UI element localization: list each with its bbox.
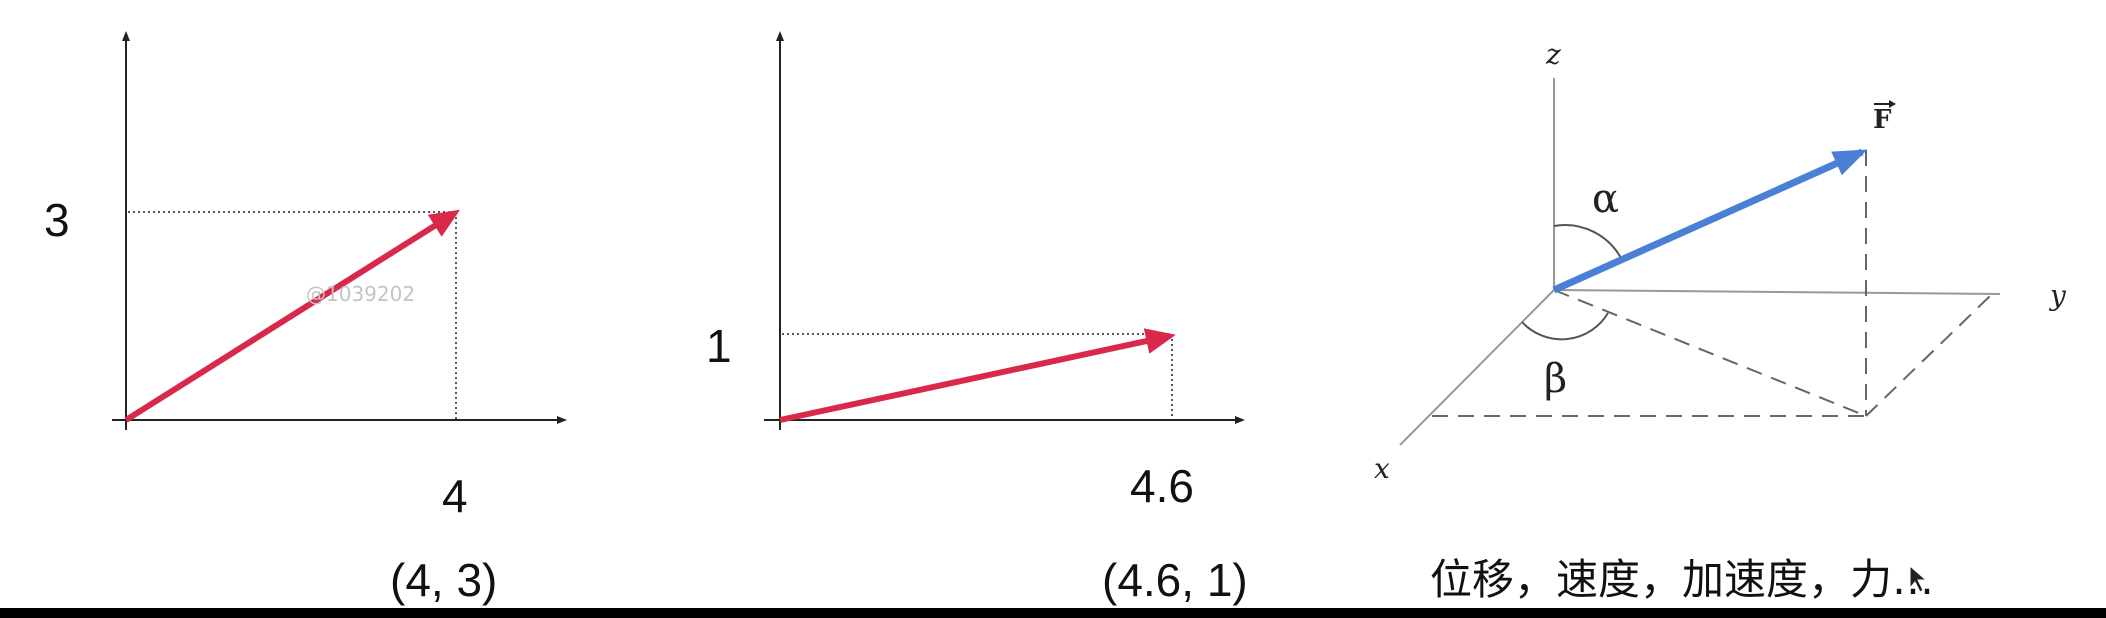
mouse-cursor-icon [1909,564,1928,593]
svg-text:F: F [1873,105,1892,135]
panel3-beta-arc [1521,312,1609,341]
panel3-alpha-arc [1553,224,1623,261]
panel2-x-value: 4.6 [1130,460,1194,512]
panel1-watermark: @1039202 [306,282,415,306]
panel3-z-label: z [1545,38,1561,71]
panel-1-2d-vector: @1039202 3 4 (4, 3) [44,31,567,606]
panel3-beta-label: β [1544,356,1567,402]
bottom-bar [0,608,2106,618]
panel3-force-vector [1552,148,1868,294]
panel3-force-label: F [1873,100,1896,135]
panel2-coordinate: (4.6, 1) [1102,554,1248,606]
panel-3-3d-vector: z y x α β F 位移，速度，加速度，力… [1374,38,2067,604]
panel3-y-label: y [2048,279,2067,312]
panel2-y-value: 1 [706,320,732,372]
panel2-vector [779,328,1176,423]
panel3-x-label: x [1374,452,1390,485]
panel1-y-value: 3 [44,194,70,246]
caption-text: 位移，速度，加速度，力… [1430,555,1934,604]
panel1-x-value: 4 [442,470,468,522]
panel3-projection-diagonal [1553,289,1867,417]
panel3-x-axis [1399,289,1555,446]
panel3-projection-y-line [1865,295,1991,417]
panel1-coordinate: (4, 3) [390,554,497,606]
panel3-alpha-label: α [1592,176,1619,222]
panel-2-2d-vector: 1 4.6 (4.6, 1) [706,31,1248,606]
panel3-y-axis [1553,289,2001,295]
panel1-vector [124,209,461,423]
